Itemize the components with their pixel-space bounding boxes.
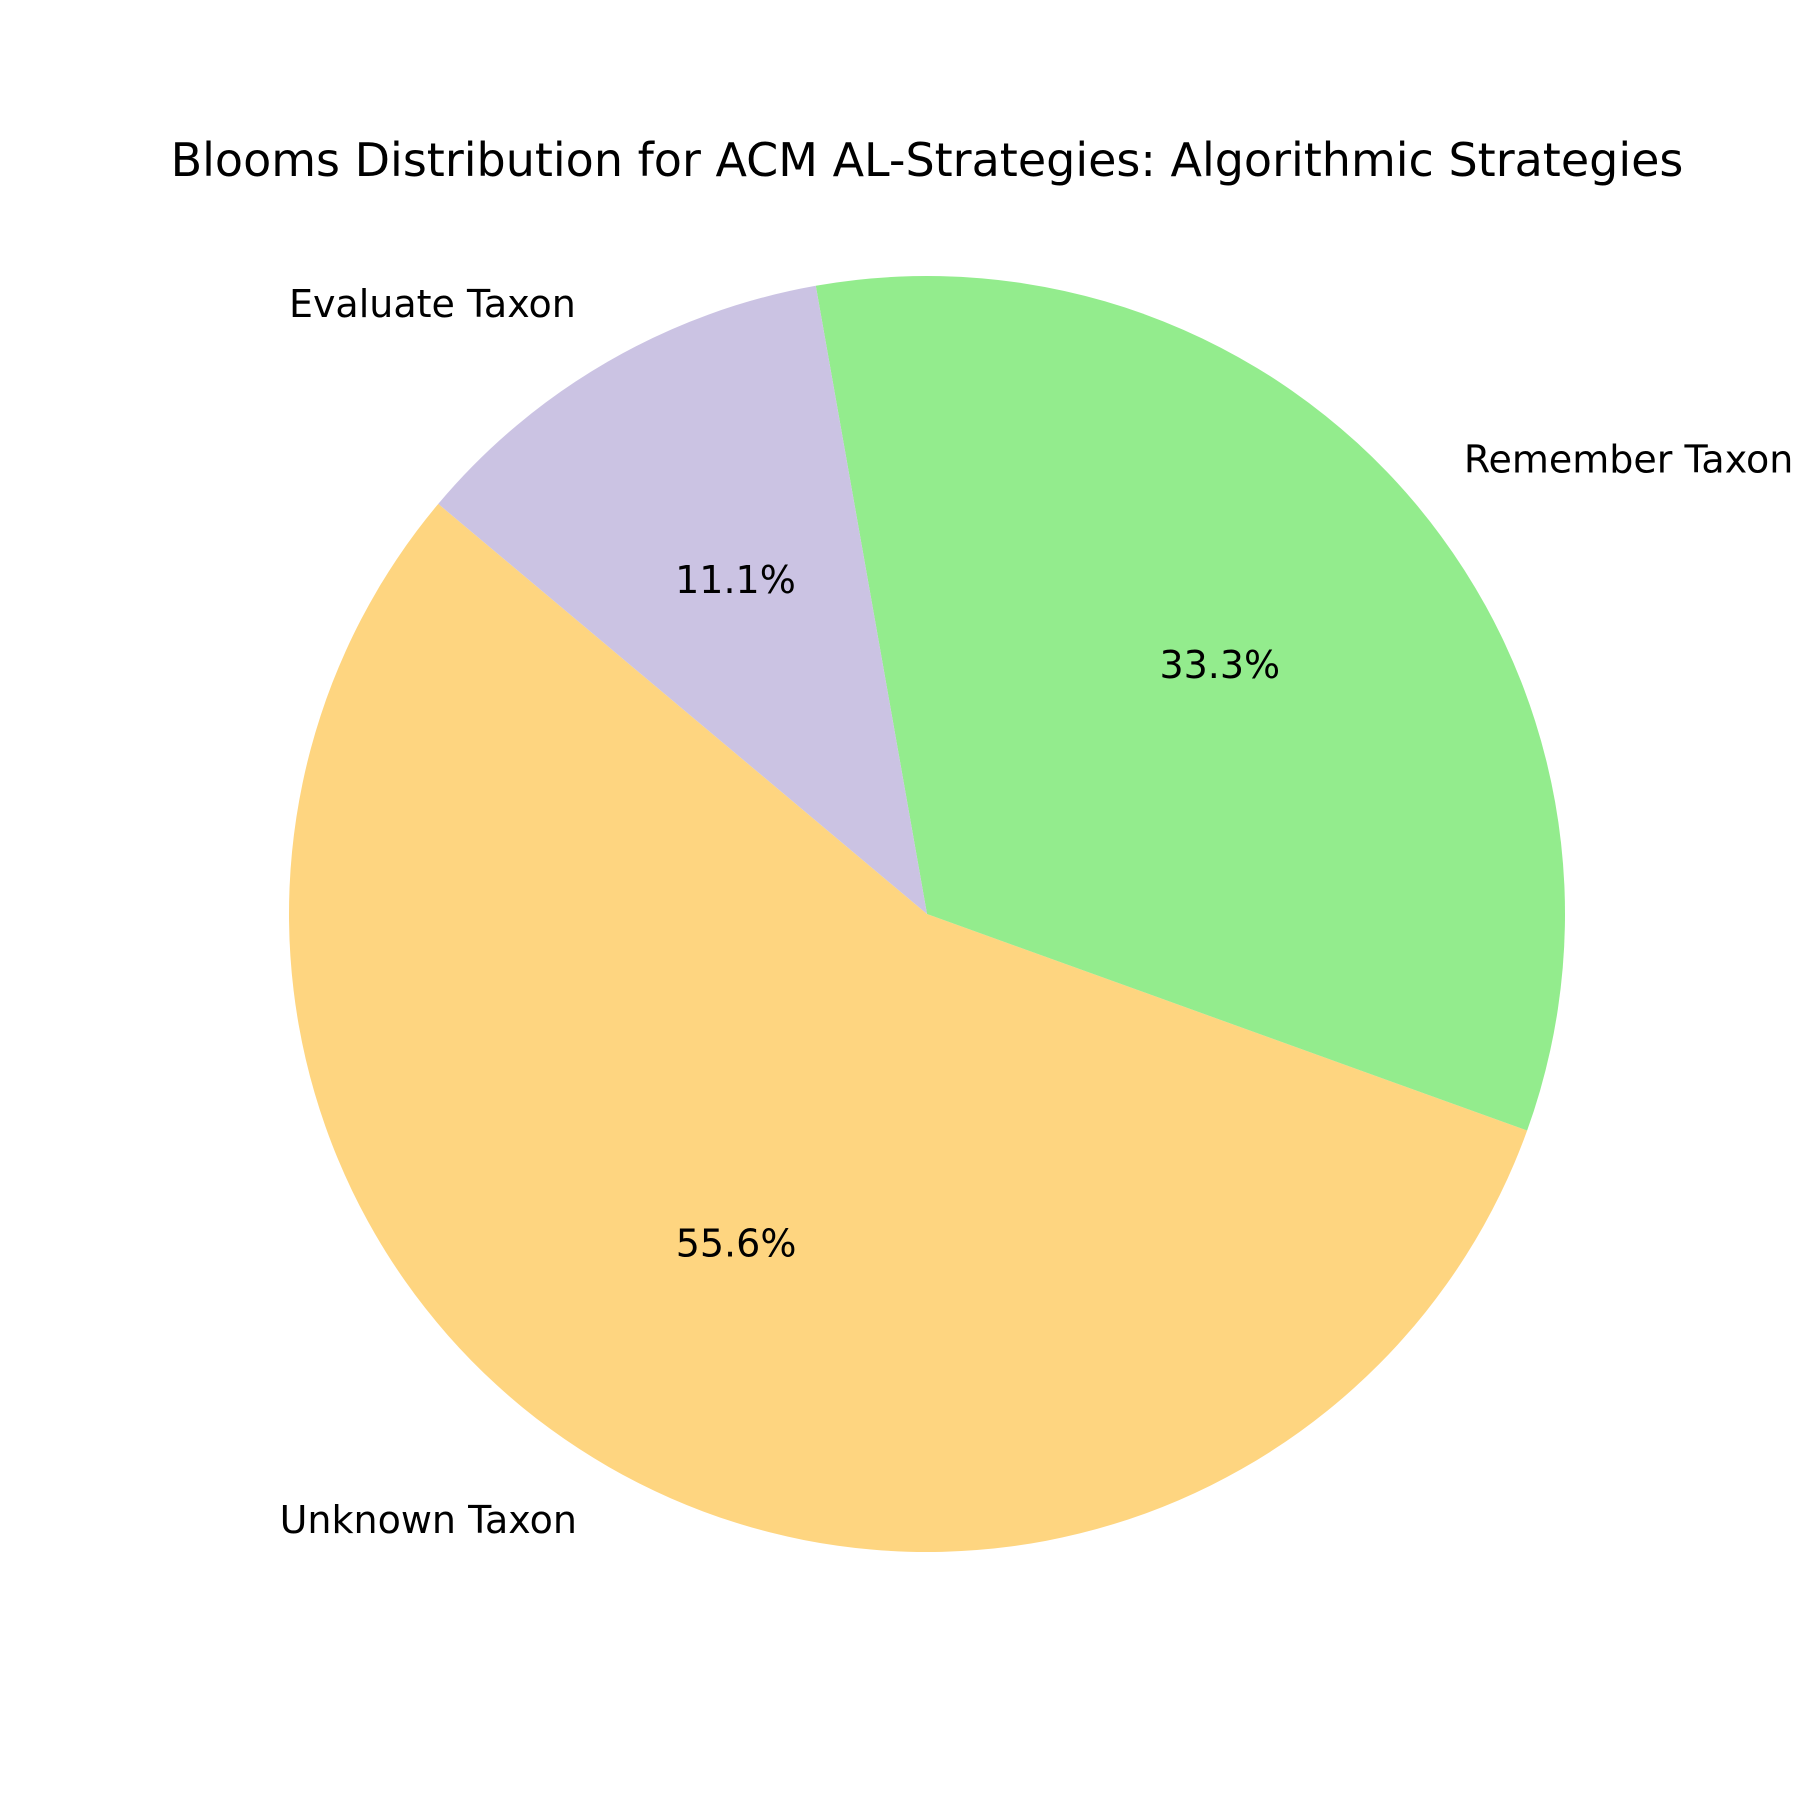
chart-title: Blooms Distribution for ACM AL-Strategie… (171, 133, 1684, 187)
pie-slices (288, 275, 1565, 1553)
pie-slice-evaluate-taxon (438, 285, 927, 914)
slice-percent-unknown-taxon: 55.6% (676, 1221, 797, 1265)
slice-label-unknown-taxon: Unknown Taxon (280, 1498, 577, 1542)
pie-labels: Unknown Taxon 55.6% Remember Taxon 33.3% Eva… (280, 282, 1794, 1542)
slice-percent-evaluate-taxon: 11.1% (675, 558, 796, 602)
slice-percent-remember-taxon: 33.3% (1159, 643, 1280, 687)
slice-label-remember-taxon: Remember Taxon (1464, 437, 1794, 481)
pie-slice-remember-taxon (815, 275, 1565, 1131)
pie-slice-unknown-taxon (288, 503, 1528, 1553)
slice-label-evaluate-taxon: Evaluate Taxon (289, 282, 576, 326)
